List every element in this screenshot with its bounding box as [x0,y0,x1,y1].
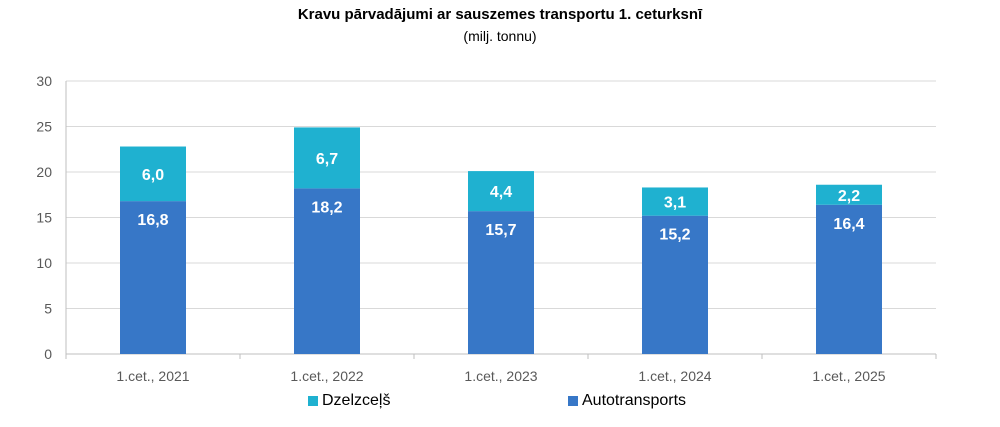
bar-dzelzce-0 [120,146,186,202]
legend: Dzelzceļš Autotransports [0,392,1000,416]
bar-autotransports-2 [468,211,534,354]
data-label: 15,2 [659,227,690,244]
chart-title: Kravu pārvadājumi ar sauszemes transport… [297,6,703,23]
x-tick-label: 1.cet., 2022 [290,368,363,384]
y-tick-label: 0 [44,346,52,362]
y-tick-label: 10 [36,255,52,271]
bar-dzelzce-3 [642,187,708,216]
bar-autotransports-0 [120,201,186,354]
legend-swatch-dzelzcels [308,396,318,406]
data-label: 6,0 [142,167,164,184]
chart-subtitle: (milj. tonnu) [463,28,537,44]
x-tick-label: 1.cet., 2025 [812,368,885,384]
bar-autotransports-4 [816,204,882,354]
x-tick-label: 1.cet., 2021 [116,368,189,384]
y-tick-label: 15 [36,210,52,226]
x-tick-label: 1.cet., 2024 [638,368,711,384]
bar-dzelzce-2 [468,171,534,212]
data-label: 3,1 [664,195,686,212]
data-label: 16,4 [833,216,864,233]
legend-swatch-autotransports [568,396,578,406]
y-tick-label: 5 [44,301,52,317]
y-tick-label: 30 [36,73,52,89]
x-tick-label: 1.cet., 2023 [464,368,537,384]
data-label: 18,2 [311,199,342,216]
legend-label-autotransports: Autotransports [582,392,687,409]
data-label: 15,7 [485,222,516,239]
data-label: 6,7 [316,151,338,168]
bar-autotransports-3 [642,215,708,354]
y-tick-label: 25 [36,119,52,135]
data-label: 2,2 [838,188,860,205]
bar-autotransports-1 [294,188,360,354]
bar-dzelzce-1 [294,127,360,189]
legend-item-dzelzcels: Dzelzceļš [308,392,390,410]
legend-item-autotransports: Autotransports [568,392,686,410]
data-label: 16,8 [137,212,168,229]
y-tick-label: 20 [36,164,52,180]
legend-label-dzelzcels: Dzelzceļš [322,392,391,409]
bar-dzelzce-4 [816,184,882,205]
data-label: 4,4 [490,184,512,201]
